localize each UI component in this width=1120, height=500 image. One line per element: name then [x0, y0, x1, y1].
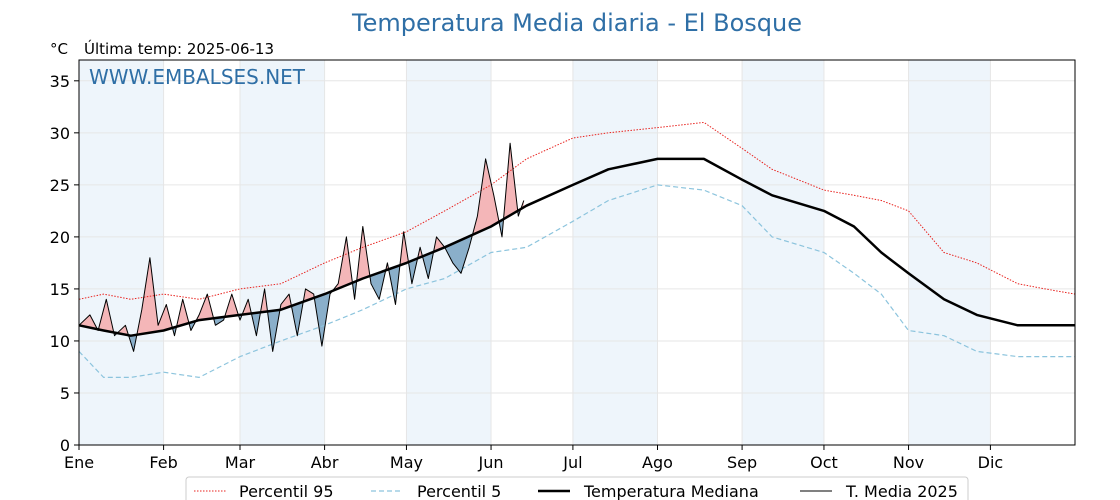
legend-label-current: T. Media 2025	[845, 482, 958, 500]
fill-above-median	[176, 299, 189, 327]
legend-label-p5: Percentil 5	[417, 482, 501, 500]
fill-above-median	[332, 236, 353, 291]
fill-below-median	[128, 334, 137, 352]
fill-below-median	[369, 270, 386, 300]
x-tick-label-feb: Feb	[149, 453, 177, 472]
y-tick-label: 0	[60, 436, 70, 455]
y-unit-label: °C	[50, 40, 68, 58]
legend: Percentil 95 Percentil 5 Temperatura Med…	[185, 476, 969, 500]
fill-below-median	[172, 326, 177, 336]
series-lines	[78, 121, 1076, 378]
y-tick-label: 10	[50, 332, 70, 351]
fill-above-median	[503, 143, 518, 220]
fill-below-median	[422, 251, 434, 279]
watermark: WWW.EMBALSES.NET	[89, 65, 306, 89]
fill-below-median	[267, 309, 280, 352]
fill-above-median	[98, 299, 114, 333]
legend-label-p95: Percentil 95	[239, 482, 334, 500]
x-tick-label-oct: Oct	[810, 453, 838, 472]
chart-title: Temperatura Media diaria - El Bosque	[351, 9, 802, 37]
x-tick-label-abr: Abr	[311, 453, 339, 472]
fill-below-median	[251, 312, 261, 336]
month-band-mar	[239, 60, 325, 445]
x-axis: Ene Feb Mar Abr May Jun Jul Ago Sep Oct Nov Dic	[64, 445, 1003, 472]
series-temperatura-mediana	[78, 157, 1075, 337]
fill-above-median	[242, 299, 252, 315]
series-percentil-5	[78, 184, 1075, 378]
x-tick-label-dic: Dic	[978, 453, 1004, 472]
x-tick-label-jun: Jun	[478, 453, 504, 472]
fill-above-median	[195, 294, 214, 322]
fill-above-median	[224, 294, 239, 317]
x-tick-label-may: May	[390, 453, 423, 472]
x-tick-label-jul: Jul	[562, 453, 582, 472]
series-t-media-2025	[78, 142, 525, 352]
y-tick-label: 30	[50, 124, 70, 143]
fill-below-median	[388, 265, 400, 305]
fill-below-median	[352, 281, 357, 300]
y-tick-label: 20	[50, 228, 70, 247]
fill-below-median	[291, 301, 304, 336]
x-tick-label-sep: Sep	[727, 453, 757, 472]
y-tick-label: 15	[50, 280, 70, 299]
fill-above-median	[260, 288, 268, 313]
month-band-sep	[742, 60, 824, 445]
x-tick-label-mar: Mar	[225, 453, 256, 472]
x-tick-label-nov: Nov	[893, 453, 924, 472]
last-temp-label: Última temp: 2025-06-13	[84, 39, 274, 58]
month-band-nov	[908, 60, 991, 445]
fill-above-median	[136, 257, 173, 335]
legend-label-median: Temperatura Mediana	[583, 482, 759, 500]
series-percentil-95	[78, 121, 1076, 300]
x-tick-label-ago: Ago	[642, 453, 673, 472]
month-shading	[79, 60, 991, 445]
legend-box	[185, 476, 969, 500]
y-tick-label: 25	[50, 176, 70, 195]
y-axis: 0 5 10 15 20 25 30 35	[50, 72, 79, 455]
month-band-jul	[572, 60, 658, 445]
y-tick-label: 5	[60, 384, 70, 403]
fill-above-median	[400, 231, 409, 266]
fill-above-median	[356, 226, 370, 281]
x-tick-label-ene: Ene	[64, 453, 94, 472]
y-tick-label: 35	[50, 72, 70, 91]
fill-below-median	[408, 258, 418, 284]
plot-frame	[78, 59, 1076, 446]
fill-above-median	[472, 158, 499, 235]
month-band-ene	[79, 60, 164, 445]
